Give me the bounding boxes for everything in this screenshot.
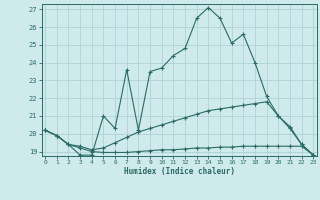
X-axis label: Humidex (Indice chaleur): Humidex (Indice chaleur) bbox=[124, 167, 235, 176]
